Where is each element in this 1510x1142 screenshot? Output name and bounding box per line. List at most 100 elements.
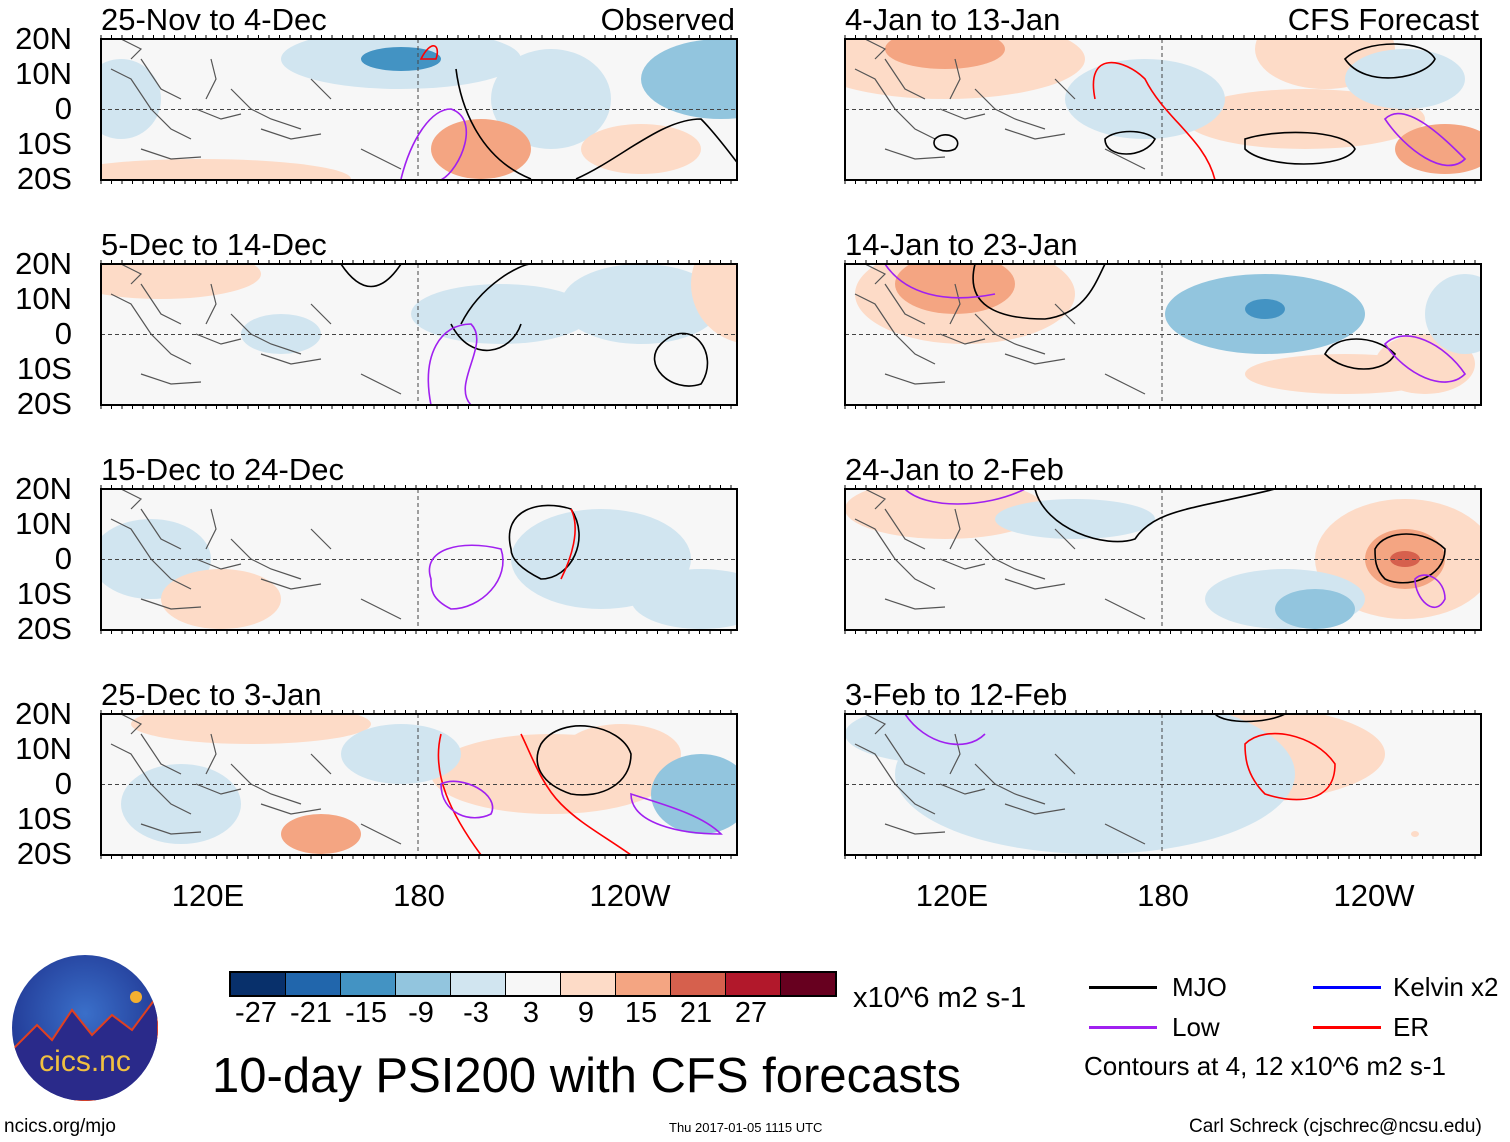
anomaly-region bbox=[561, 724, 681, 784]
anomaly-region bbox=[631, 569, 737, 629]
colorbar-label: 21 bbox=[679, 997, 713, 1029]
legend-mjo-label: MJO bbox=[1172, 972, 1227, 1002]
contour-line bbox=[440, 780, 494, 819]
lat-label: 10N bbox=[15, 56, 72, 91]
anomaly-region bbox=[1245, 299, 1285, 319]
panel-border bbox=[100, 263, 738, 406]
colorbar bbox=[229, 971, 837, 997]
lon-label: 120W bbox=[1333, 878, 1415, 913]
colorbar-label: 27 bbox=[734, 997, 768, 1029]
colorbar-swatch bbox=[616, 973, 671, 995]
anomaly-region bbox=[1395, 124, 1481, 174]
anomaly-region bbox=[845, 489, 1045, 539]
anomaly-region bbox=[361, 47, 441, 71]
contour-line bbox=[1324, 338, 1396, 370]
contour-note: Contours at 4, 12 x10^6 m2 s-1 bbox=[1084, 1051, 1446, 1081]
anomaly-region bbox=[885, 39, 1005, 69]
legend-mjo-line bbox=[1089, 986, 1157, 989]
contour-line bbox=[536, 725, 632, 796]
cics-logo: cics.nc bbox=[12, 955, 158, 1101]
contour-line bbox=[427, 323, 478, 405]
anomaly-region bbox=[431, 119, 531, 179]
anomaly-region bbox=[101, 59, 161, 139]
panel-title: 4-Jan to 13-Jan bbox=[845, 2, 1061, 37]
contour-line bbox=[904, 489, 1026, 505]
map-panel bbox=[100, 710, 738, 859]
panel-title: 24-Jan to 2-Feb bbox=[845, 452, 1064, 487]
colorbar-label: -15 bbox=[345, 997, 387, 1029]
panel-title: 5-Dec to 14-Dec bbox=[101, 227, 327, 262]
anomaly-region bbox=[641, 39, 737, 119]
colorbar-label: 9 bbox=[577, 997, 595, 1029]
panel-title: 25-Nov to 4-Dec bbox=[101, 2, 327, 37]
map-panel bbox=[844, 485, 1482, 634]
panel-border bbox=[100, 713, 738, 856]
anomaly-region bbox=[101, 159, 351, 180]
map-panel bbox=[844, 35, 1482, 184]
anomaly-region bbox=[691, 264, 737, 343]
panel-title: 25-Dec to 3-Jan bbox=[101, 677, 322, 712]
colorbar-swatch bbox=[726, 973, 781, 995]
lat-label: 0 bbox=[54, 316, 72, 351]
legend-kelvin-line bbox=[1313, 986, 1381, 989]
anomaly-region bbox=[845, 714, 1045, 764]
contour-line bbox=[904, 714, 986, 746]
anomaly-region bbox=[561, 264, 721, 344]
panel-title: 15-Dec to 24-Dec bbox=[101, 452, 344, 487]
anomaly-region bbox=[1411, 831, 1419, 837]
colorbar-label: -9 bbox=[408, 997, 434, 1029]
lat-label: 10N bbox=[15, 281, 72, 316]
contour-line bbox=[653, 332, 709, 387]
lat-label: 20N bbox=[15, 21, 72, 56]
contour-line bbox=[428, 544, 504, 610]
footer-timestamp: Thu 2017-01-05 1115 UTC bbox=[669, 1120, 823, 1135]
anomaly-region bbox=[411, 284, 591, 344]
panel-title: 14-Jan to 23-Jan bbox=[845, 227, 1078, 262]
anomaly-region bbox=[121, 764, 241, 844]
anomaly-region bbox=[1425, 274, 1481, 354]
anomaly-region bbox=[651, 754, 737, 834]
anomaly-region bbox=[895, 264, 1015, 314]
colorbar-swatch bbox=[231, 973, 286, 995]
colorbar-swatch bbox=[451, 973, 506, 995]
legend-er-label: ER bbox=[1393, 1012, 1430, 1042]
legend-low-label: Low bbox=[1172, 1012, 1220, 1042]
footer-url[interactable]: ncics.org/mjo bbox=[4, 1116, 116, 1137]
contour-line bbox=[1383, 335, 1467, 383]
panel-tag: Observed bbox=[600, 2, 735, 37]
colorbar-label: -27 bbox=[235, 997, 277, 1029]
logo-text: cics.nc bbox=[39, 1045, 131, 1078]
contour-line bbox=[400, 108, 468, 180]
panel-border bbox=[844, 488, 1482, 631]
anomaly-region bbox=[101, 264, 261, 299]
contour-line bbox=[1104, 130, 1156, 155]
lat-label: 10S bbox=[16, 801, 72, 836]
anomaly-region bbox=[1065, 59, 1225, 139]
panel-tag: CFS Forecast bbox=[1287, 2, 1479, 37]
anomaly-region bbox=[995, 499, 1155, 539]
colorbar-swatch bbox=[671, 973, 726, 995]
lat-label: 10S bbox=[16, 351, 72, 386]
panel-border bbox=[844, 263, 1482, 406]
legend-er-line bbox=[1313, 1026, 1381, 1029]
panel-border bbox=[100, 38, 738, 181]
panel-border bbox=[844, 713, 1482, 856]
anomaly-region bbox=[1345, 49, 1465, 109]
colorbar-swatch bbox=[396, 973, 451, 995]
legend-low-line bbox=[1089, 1026, 1157, 1029]
contour-line bbox=[1244, 732, 1336, 801]
colorbar-label: 3 bbox=[522, 997, 540, 1029]
panel-border bbox=[100, 488, 738, 631]
anomaly-region bbox=[281, 814, 361, 854]
anomaly-region bbox=[1275, 589, 1355, 629]
contour-line bbox=[1343, 43, 1436, 79]
colorbar-label: 15 bbox=[624, 997, 658, 1029]
lat-label: 20N bbox=[15, 696, 72, 731]
lon-label: 180 bbox=[1137, 878, 1189, 913]
colorbar-swatch bbox=[286, 973, 341, 995]
map-panel bbox=[100, 35, 738, 184]
lat-label: 20S bbox=[16, 611, 72, 646]
colorbar-swatch bbox=[341, 973, 396, 995]
colorbar-label: -21 bbox=[290, 997, 332, 1029]
contour-line bbox=[437, 733, 482, 855]
